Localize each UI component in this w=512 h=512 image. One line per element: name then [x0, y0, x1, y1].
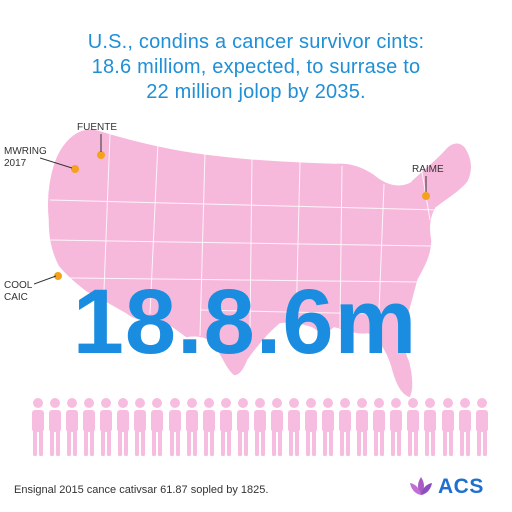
person-icon: [305, 398, 317, 456]
marker-raime: [422, 192, 430, 200]
headline: U.S., condins a cancer survivor cints: 1…: [0, 30, 512, 105]
person-icon: [236, 398, 249, 456]
callout-cool-line-1: COOL: [4, 280, 33, 291]
person-icon: [134, 398, 147, 456]
person-icon: [49, 398, 62, 456]
marker-fuente: [97, 151, 105, 159]
callout-raime: RAIME: [412, 164, 444, 175]
us-map-shape: [46, 127, 473, 399]
person-icon: [356, 398, 369, 456]
callout-mwring-line-1: MWRING: [4, 146, 47, 157]
person-icon: [168, 398, 181, 456]
big-number: 18.8.6m: [72, 271, 418, 373]
person-icon: [151, 398, 164, 456]
person-icon: [424, 398, 437, 456]
person-icon: [322, 398, 335, 456]
marker-mwring: [71, 165, 79, 173]
person-icon: [373, 398, 386, 456]
person-icon: [219, 398, 232, 456]
callout-fuente: FUENTE: [77, 122, 117, 133]
headline-line-2: 18.6 milliom, expected, to surrase to: [91, 56, 421, 78]
callout-mwring-line-2: 2017: [4, 158, 27, 169]
us-map: 18.8.6m FUENTE MWRING 2017 RAIME COOL CA…: [0, 100, 512, 400]
person-icon: [475, 398, 488, 456]
leader-mwring: [40, 157, 73, 169]
person-icon: [100, 398, 113, 456]
marker-cool: [54, 272, 62, 280]
person-icon: [287, 398, 300, 456]
person-icon: [83, 398, 96, 456]
leader-raime: [425, 176, 427, 192]
person-icon: [339, 398, 352, 456]
person-icon: [390, 398, 403, 456]
person-icon: [202, 398, 215, 456]
person-icon: [441, 398, 454, 456]
person-icon: [66, 398, 79, 456]
leader-fuente: [100, 134, 102, 152]
footnote: Ensignal 2015 cance cativsar 61.87 sople…: [14, 484, 269, 496]
people-row: [30, 395, 490, 457]
person-icon: [32, 398, 44, 456]
person-icon: [270, 398, 283, 456]
person-icon: [407, 398, 420, 456]
acs-logo: ACS: [408, 474, 484, 500]
headline-line-3: 22 million jolop by 2035.: [146, 81, 366, 103]
leader-cool: [34, 275, 57, 285]
callout-mwring: MWRING 2017: [4, 146, 47, 170]
callout-cool: COOL CAIC: [4, 280, 32, 304]
person-icon: [253, 398, 266, 456]
person-icon: [185, 398, 198, 456]
person-icon: [117, 398, 130, 456]
headline-line-1: U.S., condins a cancer survivor cints:: [87, 31, 425, 53]
person-icon: [458, 398, 471, 456]
callout-cool-line-2: CAIC: [4, 292, 28, 303]
logo-text: ACS: [438, 475, 484, 498]
lotus-icon: [410, 477, 432, 495]
